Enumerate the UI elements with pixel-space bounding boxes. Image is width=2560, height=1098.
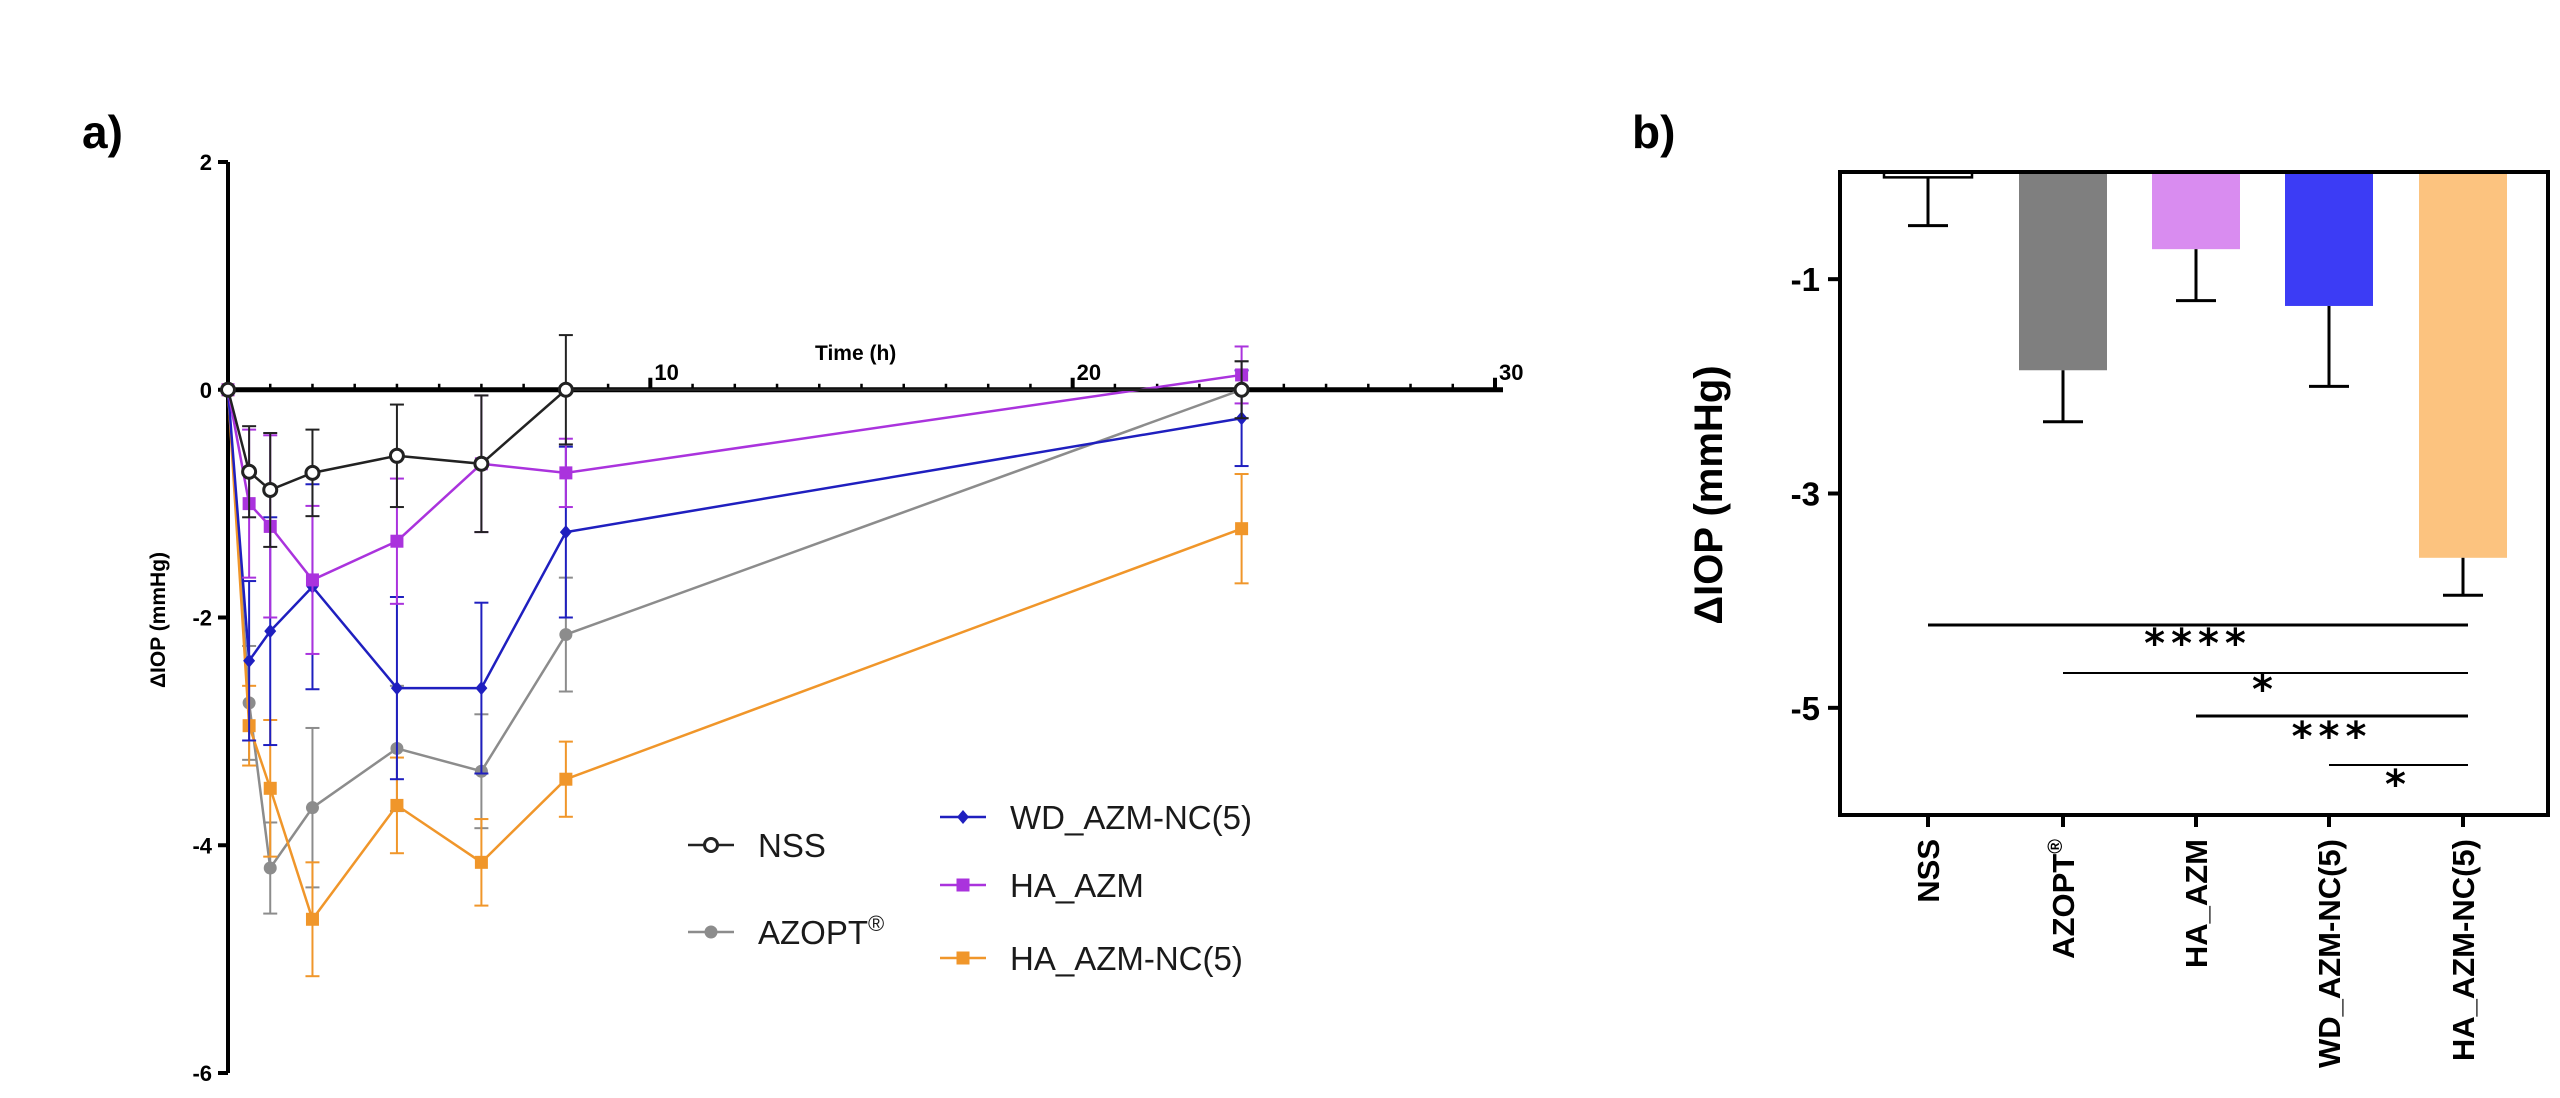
legend-item-azopt: AZOPT® <box>688 911 884 951</box>
data-point-wd-azm-nc-5 <box>243 653 256 668</box>
legend-marker <box>704 925 718 939</box>
data-point-wd-azm-nc-5 <box>264 624 277 639</box>
data-point-nss <box>557 381 574 398</box>
data-point-ha-azm <box>305 573 319 587</box>
x-tick-label-a: 20 <box>1077 360 1101 385</box>
category-label-ha-azm: HA_AZM <box>2179 839 2214 968</box>
data-point-ha-azm <box>390 534 404 548</box>
y-tick-label-b: -1 <box>1791 261 1820 298</box>
data-point-ha-azm-nc-5 <box>474 855 488 869</box>
data-point-ha-azm-nc-5 <box>1235 522 1249 536</box>
series-line-ha-azm-nc-5 <box>226 389 1243 922</box>
data-point-azopt <box>263 861 277 875</box>
bar-chart-panel: b) ΔIOP (mmHg) -1 -3 -5 NSS AZOPT® HA_AZM WD_A… <box>1632 106 2550 1068</box>
legend-marker <box>956 878 970 892</box>
bar-group-nss <box>1882 170 1974 228</box>
series-line-nss <box>226 388 1242 492</box>
significance-label: **** <box>2144 621 2252 667</box>
legend-item-nss: NSS <box>688 827 826 864</box>
data-point-nss <box>220 381 236 398</box>
legend-item-ha-azm-nc-5: HA_AZM-NC(5) <box>940 940 1243 977</box>
bar-group-azopt <box>2019 172 2107 424</box>
line-chart-panel: a) ΔIOP (mmHg) Time (h) 20-2-4-610 20 30 N… <box>82 106 1523 1086</box>
significance-label: * <box>2385 762 2412 808</box>
x-tick-label-a: 30 <box>1499 360 1523 385</box>
data-point-ha-azm-nc-5 <box>263 781 277 795</box>
significance-bracket: * <box>2329 762 2468 808</box>
y-tick-label-b: -3 <box>1791 476 1820 513</box>
data-point-nss <box>304 464 321 481</box>
legend-label: HA_AZM <box>1010 867 1144 904</box>
y-tick-label-b: -5 <box>1791 690 1820 727</box>
data-point-nss <box>262 481 279 498</box>
legend-marker <box>957 810 969 824</box>
bar-ha-azm-nc-5 <box>2419 172 2507 558</box>
data-point-azopt <box>559 628 573 642</box>
legend-item-ha-azm: HA_AZM <box>940 867 1144 904</box>
data-point-ha-azm-nc-5 <box>305 912 319 926</box>
significance-bracket: *** <box>2196 714 2468 760</box>
legend-marker <box>703 837 719 853</box>
category-label-azopt: AZOPT® <box>2045 839 2081 959</box>
significance-label: * <box>2252 667 2279 713</box>
bar-group-ha-azm <box>2152 172 2240 303</box>
series-wd-azm-nc-5 <box>222 369 1249 781</box>
data-point-nss <box>473 455 490 472</box>
legend-a: NSS AZOPT® WD_AZM-NC(5) HA_AZM HA_AZM-NC(5) <box>688 799 1252 977</box>
y-tick-label-a: 2 <box>200 150 212 175</box>
data-point-wd-azm-nc-5 <box>559 525 572 540</box>
series-line-ha-azm <box>226 373 1242 582</box>
significance-label: *** <box>2292 714 2373 760</box>
bar-group-wd-azm-nc-5 <box>2285 172 2373 388</box>
legend-marker <box>956 951 970 965</box>
category-label-nss: NSS <box>1911 839 1946 903</box>
data-point-wd-azm-nc-5 <box>475 681 488 696</box>
series-ha-azm <box>221 345 1249 655</box>
data-point-nss <box>388 447 405 464</box>
legend-item-wd-azm-nc-5: WD_AZM-NC(5) <box>940 799 1252 836</box>
y-axis-title-b: ΔIOP (mmHg) <box>1687 365 1731 624</box>
x-axis-title-a: Time (h) <box>815 342 896 365</box>
legend-label: AZOPT® <box>758 911 884 951</box>
bar-group-ha-azm-nc-5 <box>2419 172 2507 597</box>
series-line-wd-azm-nc-5 <box>226 389 1242 690</box>
legend-label: HA_AZM-NC(5) <box>1010 940 1243 977</box>
data-point-nss <box>241 463 258 480</box>
y-tick-label-a: 0 <box>200 378 212 403</box>
y-tick-label-a: -6 <box>192 1061 212 1086</box>
category-label-ha-azm-nc-5: HA_AZM-NC(5) <box>2446 839 2481 1061</box>
y-tick-label-a: -2 <box>192 606 212 631</box>
series-line-azopt <box>226 388 1243 872</box>
series-nss <box>220 334 1250 548</box>
bar-azopt <box>2019 172 2107 371</box>
y-tick-label-a: -4 <box>192 833 212 858</box>
data-point-ha-azm-nc-5 <box>390 798 404 812</box>
data-point-wd-azm-nc-5 <box>390 681 403 696</box>
panel-label-b: b) <box>1632 106 1675 158</box>
significance-bracket: **** <box>1928 621 2468 667</box>
category-label-wd-azm-nc-5: WD_AZM-NC(5) <box>2312 839 2347 1068</box>
data-point-azopt <box>305 801 319 815</box>
bar-wd-azm-nc-5 <box>2285 172 2373 306</box>
panel-label-a: a) <box>82 106 123 158</box>
y-axis-title-a: ΔIOP (mmHg) <box>147 552 170 688</box>
bar-ha-azm <box>2152 172 2240 250</box>
legend-label: NSS <box>758 827 826 864</box>
legend-label: WD_AZM-NC(5) <box>1010 799 1252 836</box>
x-tick-label-a: 10 <box>654 360 678 385</box>
significance-bracket: * <box>2063 667 2468 713</box>
data-point-ha-azm-nc-5 <box>559 772 573 786</box>
data-point-ha-azm <box>559 466 573 480</box>
data-point-nss <box>1233 381 1250 398</box>
